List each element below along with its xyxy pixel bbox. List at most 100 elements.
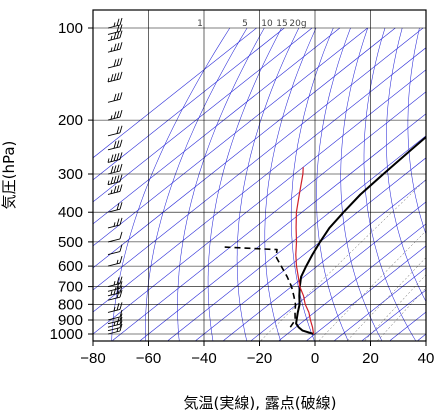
mixing-ratio-line [260,179,426,341]
isotherm-line [334,267,426,341]
y-tick-label: 600 [58,258,83,275]
wind-barb-staff [107,238,121,243]
wind-barb-flag [119,202,123,210]
wind-barb-flag [119,17,123,26]
x-tick-label: −40 [191,350,216,367]
wind-barb-flag [119,71,123,80]
isotherm-line [93,27,313,203]
wind-barb-flag [119,125,123,133]
wind-barb [107,109,123,121]
wind-barb-flag [119,174,123,182]
parcel-line [295,167,315,335]
wind-barb [107,71,123,83]
wind-barb-flag [119,276,123,284]
wind-barb-flag [119,244,123,252]
series-layer [224,135,426,335]
wind-barb-half [110,115,113,120]
wind-barbs [107,17,123,335]
wind-barb-flag [116,72,120,80]
wind-barb-half [107,180,110,185]
isotherm-line [112,91,426,341]
wind-barb-flag [116,277,120,285]
wind-barb [107,42,123,53]
wind-barb-flag [119,320,123,328]
wind-barb-flag [116,58,120,66]
wind-barb [107,92,123,103]
wind-barb-half [116,259,119,264]
mixing-ratio-label: 10 [261,19,273,29]
mixing-ratio-label: 15 [276,19,287,29]
dewpoint-line [224,246,297,328]
wind-barb-flag [116,175,120,183]
dry-adiabat [340,27,383,341]
x-tick-label: 40 [418,350,435,367]
mixing-ratio-line [347,257,426,341]
wind-barb-flag [119,92,123,100]
wind-barb-half [113,321,116,326]
wind-barb-flag [119,255,123,264]
wind-barb [107,17,123,29]
isotherm-line [93,47,426,313]
y-tick-label: 200 [58,112,83,129]
wind-barb-flag [119,309,123,318]
isotherm-line [93,27,396,269]
wind-barb-flag [116,31,120,39]
wind-barb [107,139,123,151]
wind-barb [107,323,123,335]
wind-barb [107,276,123,288]
x-tick-label: 0 [311,350,319,367]
wind-barb-staff [107,208,121,213]
isotherm-line [389,311,426,341]
wind-barb-flag [113,43,117,51]
wind-barb-half [113,306,116,312]
wind-barb-flag [113,176,117,184]
wind-barb-flag [110,176,114,185]
y-tick-label: 900 [58,312,83,329]
isotherm-line [93,27,368,247]
x-tick-label: −80 [80,350,105,367]
wind-barb-flag [113,185,117,194]
wind-barb-flag [119,42,123,50]
wind-barb-flag [113,153,117,162]
mixing-ratio-label: 5 [242,19,248,29]
wind-barb-flag [116,202,120,211]
wind-barb [107,184,123,195]
wind-barb-flag [119,317,123,325]
wind-barb [107,244,123,255]
wind-barb [107,309,123,321]
wind-barb-flag [113,32,117,40]
dry-adiabat [177,27,265,341]
wind-barb-flag [116,218,120,226]
wind-barb-flag [119,285,123,293]
wind-barb-flag [113,59,117,67]
wind-barb-flag [119,290,123,298]
wind-barb-flag [119,217,123,226]
wind-barb-flag [119,302,123,310]
wind-barb-flag [113,165,117,173]
wind-barb [107,302,123,313]
wind-barb [107,285,123,297]
wind-barb-flag [119,313,123,321]
wind-barb [107,163,123,175]
isotherm-line [93,27,340,225]
wind-barb-flag [116,290,120,298]
wind-barb-staff [107,251,121,255]
wind-barb-staff [107,330,121,335]
wind-barb-flag [113,93,117,101]
wind-barb-flag [119,163,123,172]
wind-barb-flag [113,73,117,81]
mixing-ratio-label: 20g [289,19,306,29]
isotherm-line [278,223,426,341]
wind-barb [107,202,123,213]
wind-barb-staff [107,31,121,35]
wind-barb-flag [116,110,120,118]
wind-barb-flag [119,57,123,66]
wind-barb-flag [116,42,120,51]
wind-barb-flag [119,152,123,160]
wind-barb-staff [107,296,121,301]
wind-barb-flag [116,303,120,311]
y-tick-label: 400 [58,204,83,221]
wind-barb [107,317,123,328]
wind-barb-flag [110,74,114,82]
wind-barb-flag [116,25,120,33]
